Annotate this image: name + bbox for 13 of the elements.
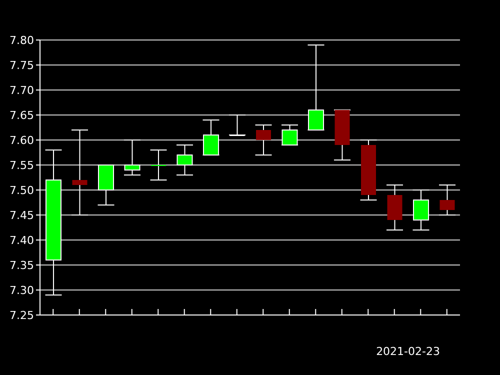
y-tick-label: 7.65 [10,108,34,122]
y-tick-label: 7.70 [10,84,34,97]
y-tick-label: 7.50 [10,184,34,197]
y-tick-label: 7.60 [10,134,34,147]
y-tick-label: 7.25 [10,308,34,322]
y-tick-label: 7.80 [10,34,34,47]
y-tick-label: 7.35 [10,258,34,272]
y-tick-label: 7.40 [10,234,34,247]
y-tick-label: 7.55 [10,158,34,172]
y-tick-label: 7.30 [10,284,34,297]
y-tick-label: 7.45 [10,208,34,222]
y-tick-label: 7.75 [10,58,34,72]
x-axis-title: 2021-02-23 [376,345,440,358]
